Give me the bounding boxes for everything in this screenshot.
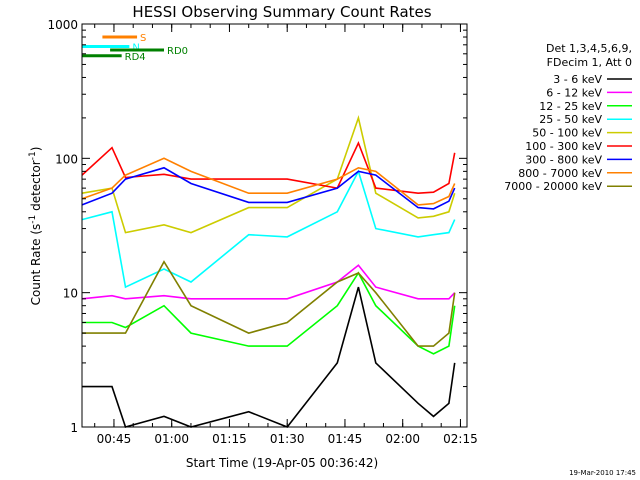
legend-label-100-300-kev: 100 - 300 keV — [525, 140, 602, 153]
legend-label-800-7000-kev: 800 - 7000 keV — [518, 167, 602, 180]
x-tick-label: 01:00 — [154, 432, 189, 446]
plot-frame — [81, 23, 468, 428]
y-axis: 1 10 100 1000 — [47, 18, 467, 435]
series-line-6-12-kev — [81, 264, 456, 300]
marker-label-rd0: RD0 — [167, 46, 188, 57]
x-tick-label: 01:30 — [270, 432, 305, 446]
series-line-25-50-kev — [81, 169, 456, 289]
x-axis: 00:45 01:00 01:15 01:30 01:45 02:00 02:15 — [94, 24, 478, 446]
series-line-300-800-kev — [81, 166, 456, 210]
chart-legend: Det 1,3,4,5,6,9, FDecim 1, Att 0 3 - 6 k… — [504, 42, 632, 193]
series-line-12-25-kev — [82, 271, 456, 355]
legend-label-12-25-kev: 12 - 25 keV — [539, 100, 602, 113]
y-tick-label: 1 — [70, 421, 78, 435]
legend-label-300-800-kev: 300 - 800 keV — [525, 153, 602, 166]
footer-timestamp: 19-Mar-2010 17:45 — [569, 469, 636, 477]
marker-label-n: N — [132, 42, 139, 53]
marker-label-s: S — [140, 33, 146, 44]
x-axis-label: Start Time (19-Apr-05 00:36:42) — [186, 456, 378, 470]
legend-label-25-50-kev: 25 - 50 keV — [539, 113, 602, 126]
series-line-50-100-kev — [81, 115, 456, 234]
legend-header-line-1: Det 1,3,4,5,6,9, — [546, 42, 632, 55]
legend-label-6-12-kev: 6 - 12 keV — [546, 86, 602, 99]
x-tick-label: 02:00 — [385, 432, 420, 446]
y-axis-label: Count Rate (s-1 detector-1) — [28, 147, 43, 306]
chart-title: HESSI Observing Summary Count Rates — [132, 3, 431, 21]
legend-label-3-6-kev: 3 - 6 keV — [553, 73, 602, 86]
y-tick-label: 1000 — [47, 18, 78, 32]
y-tick-label: 10 — [63, 287, 78, 301]
x-tick-label: 01:45 — [328, 432, 363, 446]
plot-area: SN RD0 RD4 — [81, 33, 456, 428]
series-line-3-6-kev — [82, 286, 456, 428]
x-tick-label: 01:15 — [212, 432, 247, 446]
marker-label-rd4: RD4 — [125, 52, 146, 63]
series-line-800-7000-kev — [81, 157, 456, 206]
y-tick-label: 100 — [55, 152, 78, 166]
legend-header-line-2: FDecim 1, Att 0 — [547, 56, 632, 69]
series-line-7000-20000-kev — [82, 260, 456, 347]
x-tick-label: 02:15 — [443, 432, 478, 446]
x-tick-label: 00:45 — [97, 432, 132, 446]
legend-label-50-100-kev: 50 - 100 keV — [532, 127, 602, 140]
legend-label-7000-20000-kev: 7000 - 20000 keV — [504, 180, 602, 193]
